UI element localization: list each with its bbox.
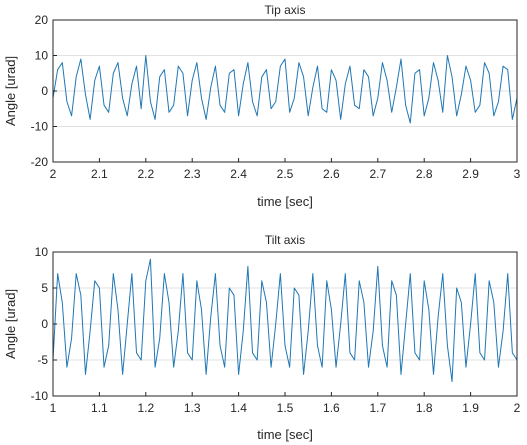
tip-axis-x-tick-label: 2.1	[91, 167, 108, 181]
tip-axis-y-tick-label: -20	[31, 155, 49, 169]
tip-axis-x-tick-label: 2.8	[416, 167, 433, 181]
tip-axis-x-tick-label: 2.7	[369, 167, 386, 181]
tip-axis-x-label: time [sec]	[257, 194, 313, 209]
tilt-axis-x-ticks: 1 1.1 1.2 1.3 1.4 1.5 1.6 1.7 1.8 1.9 2	[50, 392, 521, 415]
tilt-axis-y-tick-label: 0	[41, 317, 48, 331]
tip-axis-y-tick-label: 10	[35, 49, 49, 63]
tilt-axis-x-label: time [sec]	[257, 427, 313, 442]
tip-axis-x-tick-label: 2	[50, 167, 57, 181]
tilt-axis-series-line	[52, 258, 518, 383]
tip-axis-x-tick-label: 2.3	[184, 167, 201, 181]
tip-axis-series	[52, 55, 518, 124]
tilt-axis-series	[52, 258, 518, 383]
tilt-axis-x-tick-label: 2	[514, 401, 521, 415]
tip-axis-y-tick-label: 0	[41, 84, 48, 98]
tip-axis-y-tick-label: 20	[35, 13, 49, 27]
tilt-axis-title: Tilt axis	[265, 233, 305, 247]
tilt-axis-y-tick-label: 10	[35, 245, 49, 259]
tilt-axis-y-tick-label: -5	[37, 353, 48, 367]
tilt-axis-x-tick-label: 1.6	[323, 401, 340, 415]
tilt-axis-y-tick-label: 5	[41, 281, 48, 295]
tip-axis-y-ticks: -20 -10 0 10 20	[31, 13, 57, 169]
tip-axis-x-ticks: 2 2.1 2.2 2.3 2.4 2.5 2.6 2.7 2.8 2.9 3	[50, 158, 521, 181]
tip-axis-x-tick-label: 3	[514, 167, 521, 181]
tilt-axis-x-tick-label: 1.7	[369, 401, 386, 415]
tilt-axis-x-tick-label: 1.8	[416, 401, 433, 415]
tip-axis-y-label: Angle [urad]	[3, 56, 18, 126]
tilt-axis-x-tick-label: 1	[50, 401, 57, 415]
tilt-axis-x-tick-label: 1.4	[230, 401, 247, 415]
tilt-axis-y-tick-label: -10	[31, 389, 49, 403]
tilt-axis-x-tick-label: 1.5	[277, 401, 294, 415]
tip-axis-panel: Tip axis 2 2.1 2.2 2.3 2.4 2.5 2.6 2.7 2.8 2.9 3 -…	[3, 3, 521, 209]
tip-axis-title: Tip axis	[265, 3, 306, 17]
tilt-axis-x-tick-label: 1.3	[184, 401, 201, 415]
tip-axis-x-tick-label: 2.2	[137, 167, 154, 181]
tilt-axis-x-tick-label: 1.9	[462, 401, 479, 415]
tilt-axis-panel: Tilt axis 1 1.1 1.2 1.3 1.4 1.5 1.6 1.7 1.8 1.9 2 …	[3, 233, 521, 442]
tilt-axis-x-tick-label: 1.2	[137, 401, 154, 415]
tip-axis-series-line	[52, 55, 518, 124]
tilt-axis-y-label: Angle [urad]	[3, 289, 18, 359]
tip-axis-x-tick-label: 2.9	[462, 167, 479, 181]
tilt-axis-y-ticks: -10 -5 0 5 10	[31, 245, 57, 403]
tip-axis-x-tick-label: 2.5	[277, 167, 294, 181]
tip-axis-y-tick-label: -10	[31, 120, 49, 134]
tilt-axis-x-tick-label: 1.1	[91, 401, 108, 415]
tip-axis-x-tick-label: 2.4	[230, 167, 247, 181]
tip-axis-x-tick-label: 2.6	[323, 167, 340, 181]
